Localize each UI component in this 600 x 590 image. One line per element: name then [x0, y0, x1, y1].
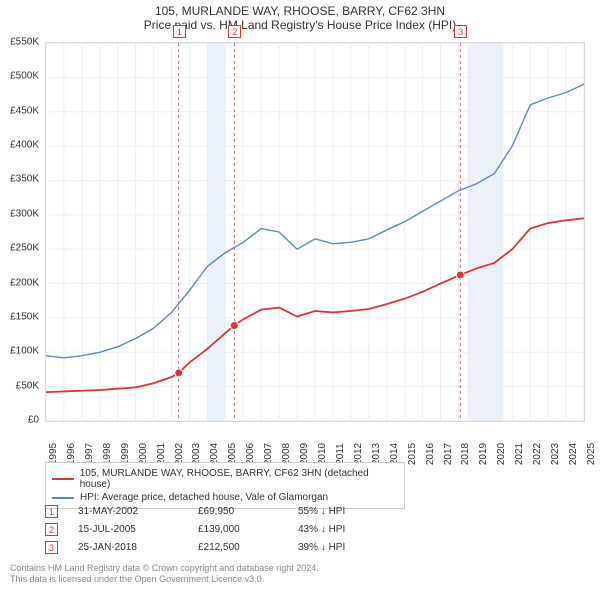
x-tick-label: 2018 — [460, 443, 471, 465]
x-tick-label: 2016 — [425, 443, 436, 465]
legend-label: 105, MURLANDE WAY, RHOOSE, BARRY, CF62 3… — [80, 468, 398, 490]
sale-date: 15-JUL-2005 — [78, 524, 198, 535]
y-tick-label: £500K — [10, 71, 39, 82]
y-tick-label: £400K — [10, 140, 39, 151]
footer-attribution: Contains HM Land Registry data © Crown c… — [10, 563, 319, 586]
y-tick-label: £50K — [16, 380, 39, 391]
chart-container: 105, MURLANDE WAY, RHOOSE, BARRY, CF62 3… — [0, 0, 600, 590]
footer-line: Contains HM Land Registry data © Crown c… — [10, 563, 319, 575]
sale-price: £69,950 — [198, 506, 298, 517]
y-tick-label: £550K — [10, 37, 39, 48]
sales-row: 2 15-JUL-2005£139,00043% ↓ HPI — [45, 520, 388, 538]
y-axis-labels: £0£50K£100K£150K£200K£250K£300K£350K£400… — [0, 42, 42, 422]
sale-price: £139,000 — [198, 524, 298, 535]
sale-marker: 2 — [228, 25, 241, 38]
y-tick-label: £350K — [10, 174, 39, 185]
sale-marker: 3 — [454, 25, 467, 38]
x-tick-label: 2021 — [514, 443, 525, 465]
legend-swatch — [52, 497, 74, 499]
chart-subtitle: Price paid vs. HM Land Registry's House … — [0, 18, 600, 34]
sale-price: £212,500 — [198, 542, 298, 553]
chart-svg — [46, 43, 584, 421]
sale-diff: 55% ↓ HPI — [298, 506, 388, 517]
x-tick-label: 2015 — [407, 443, 418, 465]
y-tick-label: £200K — [10, 277, 39, 288]
y-tick-label: £300K — [10, 208, 39, 219]
sale-marker: 2 — [45, 523, 58, 536]
x-tick-label: 2019 — [478, 443, 489, 465]
x-tick-label: 2023 — [550, 443, 561, 465]
sale-date: 25-JAN-2018 — [78, 542, 198, 553]
sale-diff: 39% ↓ HPI — [298, 542, 388, 553]
y-tick-label: £250K — [10, 243, 39, 254]
x-tick-label: 2017 — [443, 443, 454, 465]
sales-row: 1 31-MAY-2002£69,95055% ↓ HPI — [45, 502, 388, 520]
legend-swatch — [52, 478, 74, 480]
footer-line: This data is licensed under the Open Gov… — [10, 574, 319, 586]
x-tick-label: 2022 — [532, 443, 543, 465]
sale-marker: 1 — [45, 505, 58, 518]
sale-diff: 43% ↓ HPI — [298, 524, 388, 535]
sale-date: 31-MAY-2002 — [78, 506, 198, 517]
legend-item: 105, MURLANDE WAY, RHOOSE, BARRY, CF62 3… — [52, 467, 398, 491]
y-tick-label: £450K — [10, 105, 39, 116]
sale-marker: 3 — [45, 541, 58, 554]
sales-table: 1 31-MAY-2002£69,95055% ↓ HPI 2 15-JUL-2005… — [45, 502, 388, 556]
y-tick-label: £150K — [10, 311, 39, 322]
y-tick-label: £100K — [10, 346, 39, 357]
chart-plot-area: 123 — [45, 42, 585, 422]
x-axis-labels: 1995199619971998199920002001200220032004… — [45, 424, 585, 459]
x-tick-label: 2020 — [496, 443, 507, 465]
y-tick-label: £0 — [28, 415, 39, 426]
x-tick-label: 2025 — [586, 443, 597, 465]
chart-title: 105, MURLANDE WAY, RHOOSE, BARRY, CF62 3… — [0, 0, 600, 18]
sales-row: 3 25-JAN-2018£212,50039% ↓ HPI — [45, 538, 388, 556]
x-tick-label: 2024 — [568, 443, 579, 465]
sale-marker: 1 — [173, 25, 186, 38]
